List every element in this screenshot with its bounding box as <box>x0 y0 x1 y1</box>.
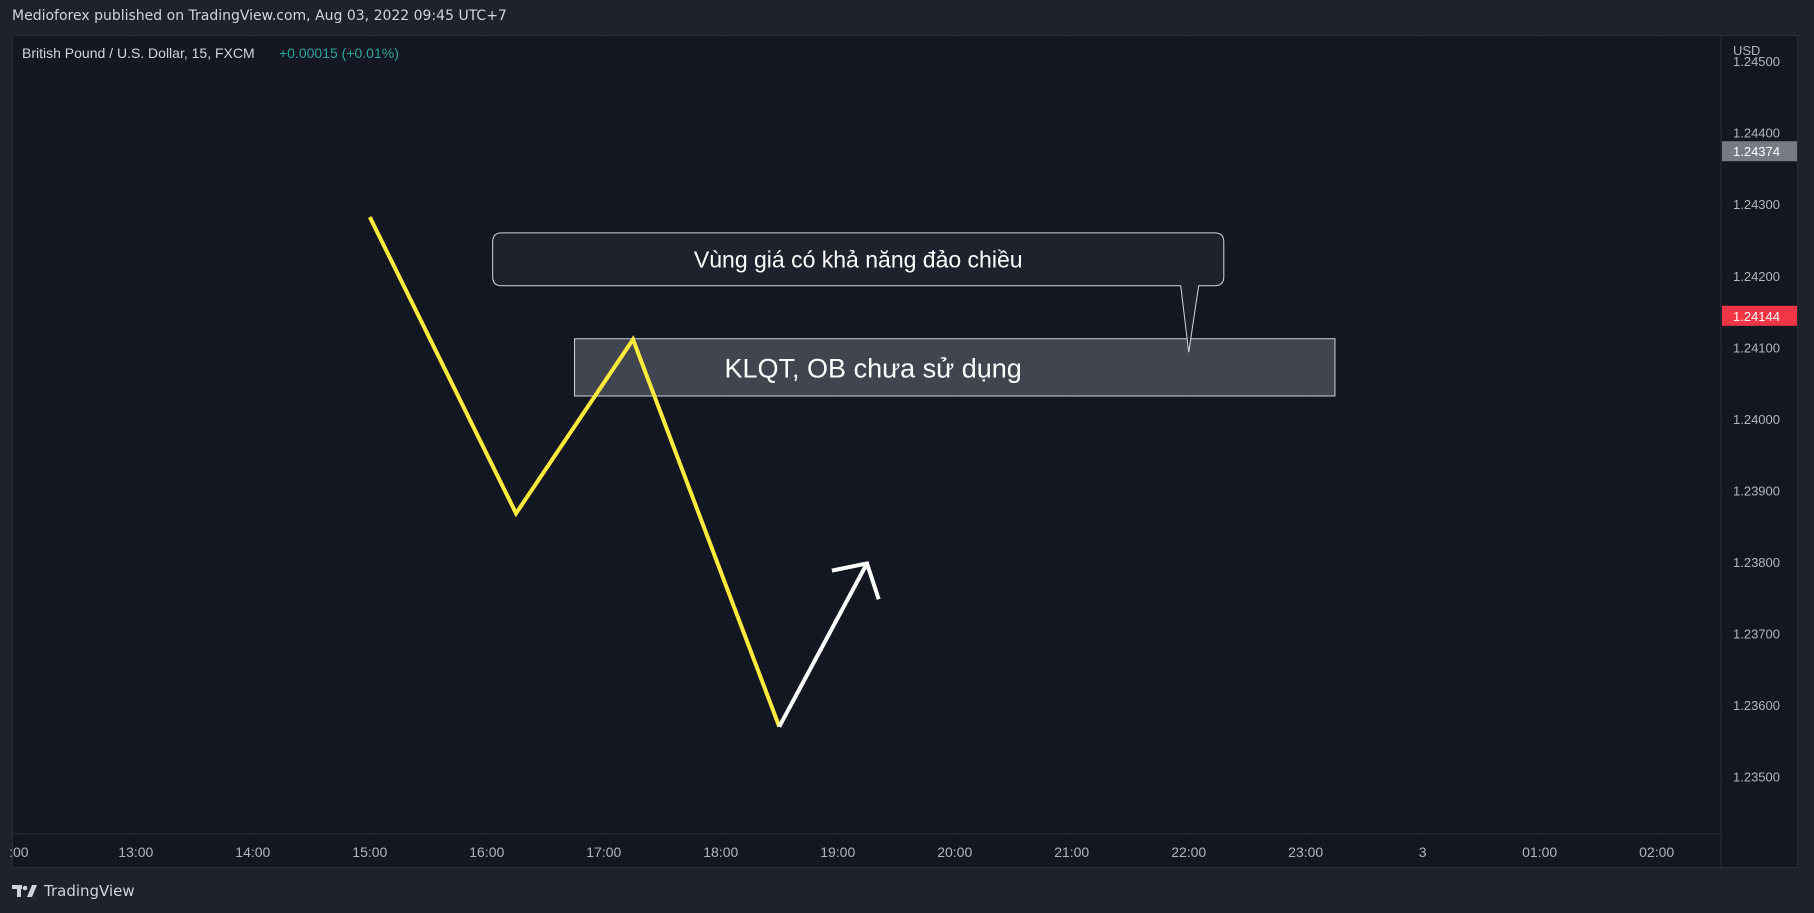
x-tick-label: 19:00 <box>820 844 855 860</box>
y-tick-label: 1.23700 <box>1733 627 1780 642</box>
price-badge-label: 1.24374 <box>1733 144 1780 159</box>
symbol-info[interactable]: British Pound / U.S. Dollar, 15, FXCM <box>22 45 255 61</box>
marks-layer: KLQT, OB chưa sử dụng Vùng giá có khả năn… <box>368 216 1336 728</box>
x-tick-label: 21:00 <box>1054 844 1089 860</box>
y-tick-label: 1.24100 <box>1733 340 1780 355</box>
price-badge <box>1722 141 1797 162</box>
x-tick-label: 13:00 <box>118 844 153 860</box>
x-tick-label: 01:00 <box>1522 844 1557 860</box>
x-tick-label: 15:00 <box>352 844 387 860</box>
x-tick-label: 02:00 <box>1639 844 1674 860</box>
price-badges: 1.24374 1.24144 <box>1722 141 1797 326</box>
y-tick-label: 1.23600 <box>1733 698 1780 713</box>
grid-layer <box>13 36 1721 834</box>
tradingview-logo-icon <box>12 885 37 897</box>
x-tick-label: 3 <box>1419 844 1427 860</box>
x-tick-label: :00 <box>9 844 29 860</box>
x-tick-label: 22:00 <box>1171 844 1206 860</box>
y-tick-label: 1.24000 <box>1733 412 1780 427</box>
chart-panel[interactable] <box>12 35 1798 868</box>
price-badge-label: 1.24144 <box>1733 309 1780 324</box>
zone-label: KLQT, OB chưa sử dụng <box>725 353 1022 383</box>
arrowhead-icon <box>831 561 881 600</box>
y-tick-label: 1.23800 <box>1733 555 1780 570</box>
x-tick-label: 17:00 <box>586 844 621 860</box>
x-tick-label: 14:00 <box>235 844 270 860</box>
x-tick-label: 20:00 <box>937 844 972 860</box>
x-tick-label: 23:00 <box>1288 844 1323 860</box>
y-tick-label: 1.24200 <box>1733 269 1780 284</box>
series-line-zigzag <box>368 216 782 728</box>
footer: TradingView <box>12 878 135 904</box>
callout-box <box>492 232 1225 353</box>
series-line-projection-arrow <box>777 562 869 728</box>
time-axis[interactable]: :00 13:00 14:00 15:00 16:00 17:00 18:00 19:00 20… <box>9 844 1674 860</box>
x-tick-label: 18:00 <box>703 844 738 860</box>
price-change: +0.00015 (+0.01%) <box>279 45 399 61</box>
publish-header: Medioforex published on TradingView.com,… <box>12 8 507 24</box>
y-tick-label: 1.24300 <box>1733 197 1780 212</box>
y-tick-label: 1.24500 <box>1733 54 1780 69</box>
currency-label: USD <box>1733 43 1760 58</box>
brand-label: TradingView <box>44 882 135 900</box>
price-axis[interactable]: 1.24500 1.24400 1.24300 1.24200 1.24100 1.240… <box>1733 54 1780 785</box>
price-badge <box>1722 305 1797 326</box>
x-tick-label: 16:00 <box>469 844 504 860</box>
order-block-zone <box>574 338 1336 397</box>
y-tick-label: 1.23900 <box>1733 483 1780 498</box>
y-tick-label: 1.24400 <box>1733 126 1780 141</box>
callout-text: Vùng giá có khả năng đảo chiều <box>694 246 1023 272</box>
y-tick-label: 1.23500 <box>1733 770 1780 785</box>
